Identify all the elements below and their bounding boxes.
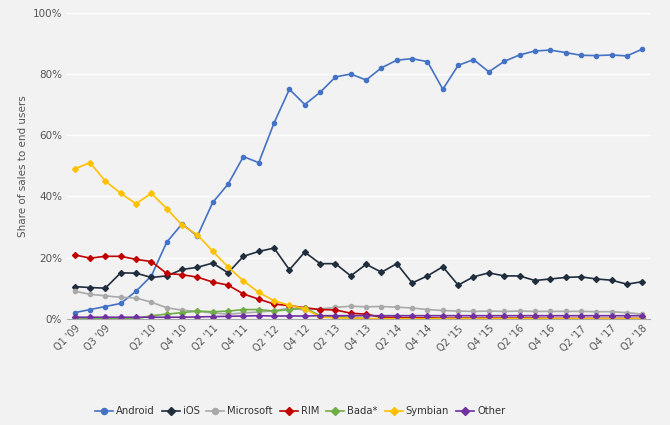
Legend: Android, iOS, Microsoft, RIM, Bada*, Symbian, Other: Android, iOS, Microsoft, RIM, Bada*, Sym… — [95, 406, 505, 416]
Y-axis label: Share of sales to end users: Share of sales to end users — [19, 95, 28, 237]
